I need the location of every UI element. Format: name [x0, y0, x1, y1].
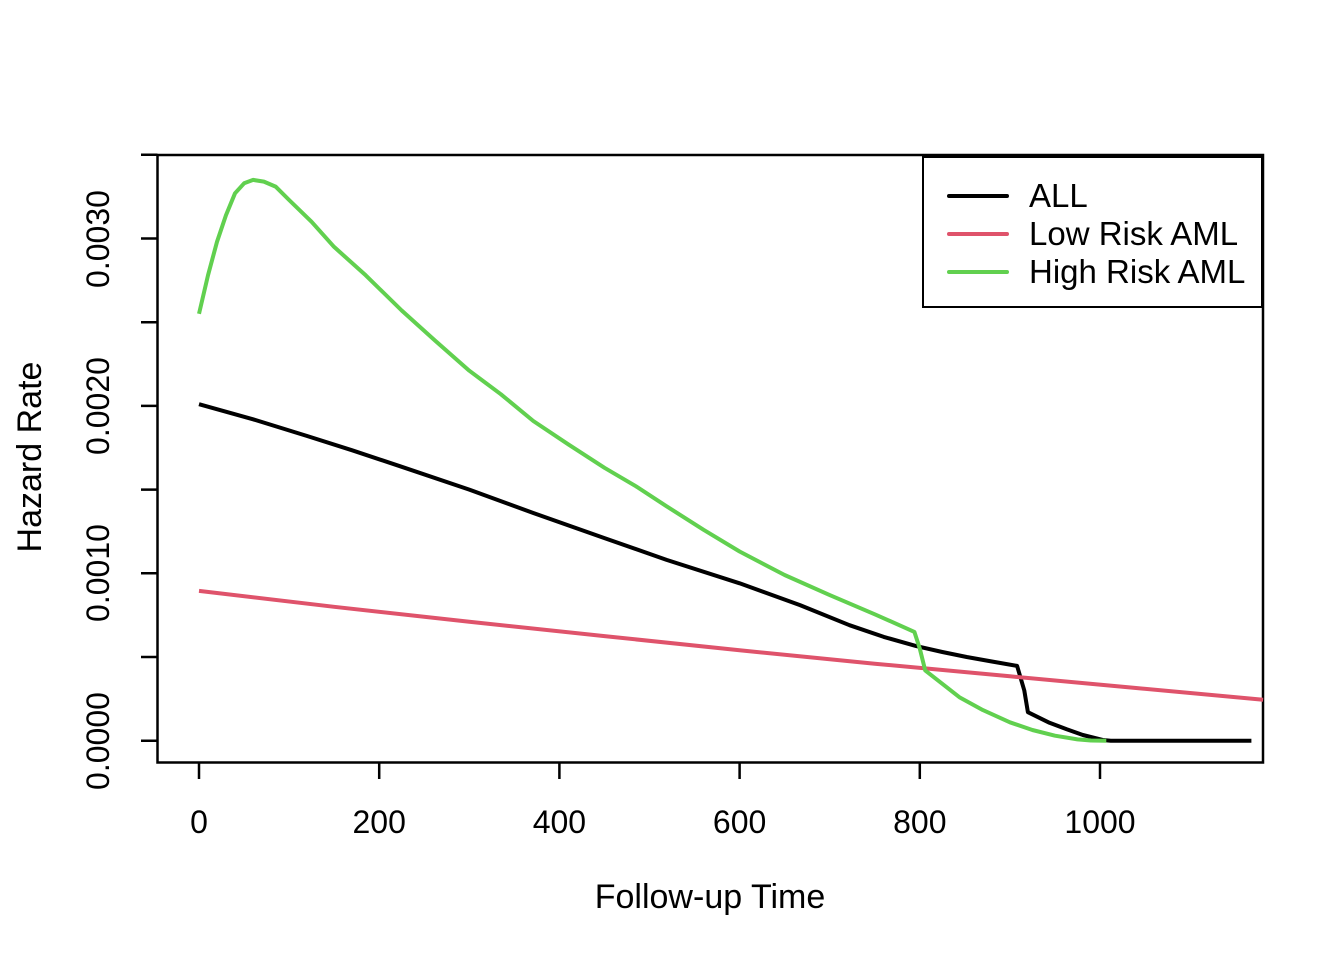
legend-label-high-risk-aml: High Risk AML [1029, 253, 1246, 290]
series-line-high-risk-aml [197, 177, 1107, 743]
legend-entry-high-risk-aml: High Risk AML [924, 253, 1245, 291]
series-line-all [198, 402, 1252, 743]
y-tick-label: 0.0030 [80, 189, 116, 288]
series-line-low-risk-aml [198, 588, 1264, 702]
legend-line-swatch-low-risk-aml [947, 231, 1009, 236]
x-tick-label: 200 [352, 804, 406, 840]
y-tick-label: 0.0020 [80, 356, 116, 455]
x-tick-label: 600 [712, 804, 767, 840]
y-axis-title: Hazard Rate [11, 361, 49, 553]
y-tick-label: 0.0000 [80, 691, 116, 790]
legend-label-all: ALL [1029, 177, 1088, 214]
plot-box [156, 153, 1265, 764]
x-tick-label: 400 [532, 804, 587, 840]
legend: ALL Low Risk AML High Risk AML [922, 156, 1263, 308]
legend-entry-all: ALL [924, 177, 1088, 215]
legend-line-swatch-high-risk-aml [947, 269, 1009, 274]
legend-line-swatch-all [947, 193, 1009, 198]
x-tick-label: 800 [893, 804, 947, 840]
legend-entry-low-risk-aml: Low Risk AML [924, 215, 1238, 253]
y-tick-label: 0.0010 [80, 524, 116, 623]
x-tick-label: 1000 [1064, 804, 1136, 840]
x-tick-label: 0 [190, 804, 208, 840]
legend-label-low-risk-aml: Low Risk AML [1029, 215, 1239, 252]
x-axis-title: Follow-up Time [594, 878, 826, 916]
